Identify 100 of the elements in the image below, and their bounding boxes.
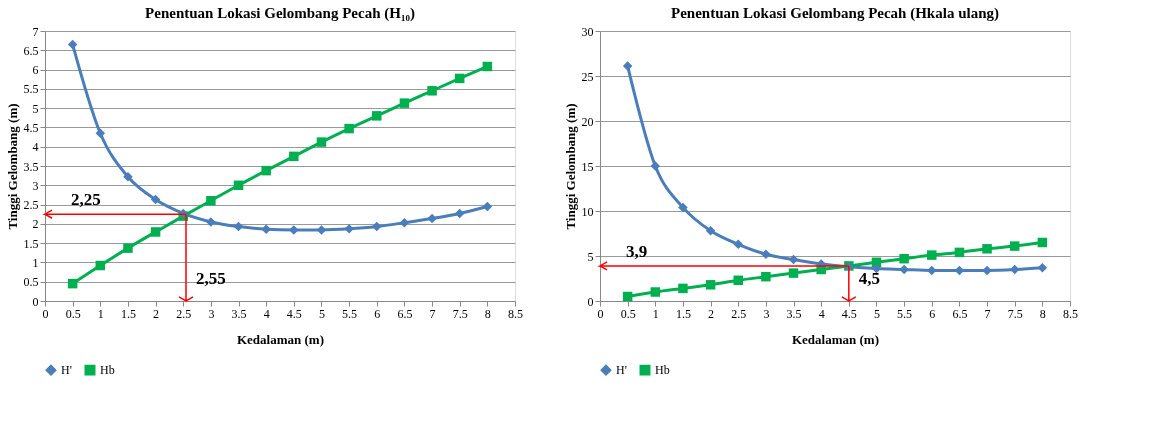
point xyxy=(150,227,161,237)
point xyxy=(316,137,327,147)
y-tick-label: 5.5 xyxy=(23,82,39,97)
x-tick-label: 4.5 xyxy=(841,306,857,321)
point xyxy=(650,161,661,171)
point xyxy=(233,221,244,232)
x-tick-label: 5 xyxy=(318,306,325,321)
point xyxy=(344,123,354,134)
x-axis-title: Kedalaman (m) xyxy=(791,331,880,347)
x-tick-label: 5.5 xyxy=(342,306,358,321)
point xyxy=(733,275,743,286)
y-tick-label: 3.5 xyxy=(23,159,39,174)
y-tick-label: 2.5 xyxy=(23,198,39,213)
y-tick-label: 20 xyxy=(581,114,594,129)
y-axis-title: Tinggi Gelombang (m) xyxy=(562,103,578,230)
x-tick-label: 6.5 xyxy=(952,306,968,321)
x-tick-label: 3 xyxy=(208,306,215,321)
point xyxy=(206,195,216,206)
x-tick-label: 5 xyxy=(873,306,880,321)
y-tick-label: 7 xyxy=(32,24,39,39)
point xyxy=(95,260,106,271)
x-tick-label: 4.5 xyxy=(286,306,302,321)
point xyxy=(233,180,244,191)
x-tick-label: 8.5 xyxy=(1063,306,1078,321)
point xyxy=(482,201,493,212)
point xyxy=(261,165,271,176)
y-tick-label: 6 xyxy=(32,63,39,78)
legend-label: Hb xyxy=(100,363,115,378)
y-tick-label: 5 xyxy=(32,101,39,116)
point xyxy=(372,111,382,121)
y-tick-label: 30 xyxy=(581,24,594,39)
ref-line-label: 3,9 xyxy=(626,241,648,261)
point xyxy=(761,271,771,282)
point xyxy=(289,151,299,162)
point xyxy=(261,224,271,234)
x-tick-label: 6.5 xyxy=(397,306,413,321)
x-tick-label: 3 xyxy=(763,306,770,321)
x-tick-label: 0.5 xyxy=(65,306,81,321)
x-tick-label: 7 xyxy=(984,306,991,321)
point xyxy=(1037,262,1048,273)
point xyxy=(705,226,716,236)
chart-title: Penentuan Lokasi Gelombang Pecah (Hkala ulang) xyxy=(671,5,999,22)
y-tick-label: 6.5 xyxy=(23,43,39,58)
x-tick-label: 0 xyxy=(42,306,49,321)
point xyxy=(482,61,493,72)
point xyxy=(123,243,133,253)
y-tick-label: 2 xyxy=(32,217,39,232)
point xyxy=(622,291,633,302)
x-tick-label: 7.5 xyxy=(1007,306,1023,321)
point xyxy=(372,221,382,232)
x-tick-label: 8.5 xyxy=(508,306,523,321)
y-tick-label: 0 xyxy=(32,294,39,309)
ref-line-label: 4,5 xyxy=(858,269,881,288)
point xyxy=(1037,237,1048,248)
point xyxy=(678,202,688,213)
y-tick-label: 4 xyxy=(32,140,39,155)
x-tick-label: 1 xyxy=(97,306,104,321)
point xyxy=(1009,264,1020,275)
x-tick-label: 2.5 xyxy=(731,306,747,321)
ref-line-label: 2,25 xyxy=(71,190,101,210)
x-tick-label: 1 xyxy=(652,306,659,321)
point xyxy=(1009,241,1020,251)
x-tick-label: 2.5 xyxy=(176,306,192,321)
x-tick-label: 3.5 xyxy=(786,306,802,321)
x-tick-label: 8 xyxy=(484,306,491,321)
point xyxy=(927,250,937,260)
ref-line-label: 2,55 xyxy=(196,269,226,288)
point xyxy=(954,247,965,258)
point xyxy=(427,213,437,224)
y-tick-label: 0.5 xyxy=(23,275,39,290)
point xyxy=(650,287,661,297)
y-tick-label: 0 xyxy=(587,294,594,309)
x-tick-label: 1.5 xyxy=(675,306,691,321)
point xyxy=(678,283,688,294)
point xyxy=(454,208,465,219)
point xyxy=(788,254,799,265)
chart-title: Penentuan Lokasi Gelombang Pecah (H₁₀) xyxy=(145,5,415,22)
x-tick-label: 4 xyxy=(263,306,270,321)
point xyxy=(788,268,799,278)
y-tick-label: 5 xyxy=(587,249,594,264)
x-tick-label: 7 xyxy=(429,306,436,321)
y-tick-label: 10 xyxy=(581,204,594,219)
point xyxy=(733,239,743,250)
x-tick-label: 2 xyxy=(153,306,160,321)
legend-label: Hb xyxy=(655,363,670,378)
point xyxy=(95,128,106,138)
x-tick-label: 0 xyxy=(597,306,604,321)
y-tick-label: 1 xyxy=(32,255,39,270)
y-tick-label: 1.5 xyxy=(23,236,39,251)
x-tick-label: 6 xyxy=(929,306,936,321)
point xyxy=(67,39,78,50)
x-tick-label: 5.5 xyxy=(897,306,913,321)
point xyxy=(67,278,78,289)
point xyxy=(705,280,716,290)
point xyxy=(427,86,437,96)
x-tick-label: 3.5 xyxy=(231,306,247,321)
x-tick-label: 8 xyxy=(1039,306,1046,321)
x-tick-label: 7.5 xyxy=(452,306,468,321)
x-tick-label: 2 xyxy=(708,306,715,321)
point xyxy=(622,61,633,71)
